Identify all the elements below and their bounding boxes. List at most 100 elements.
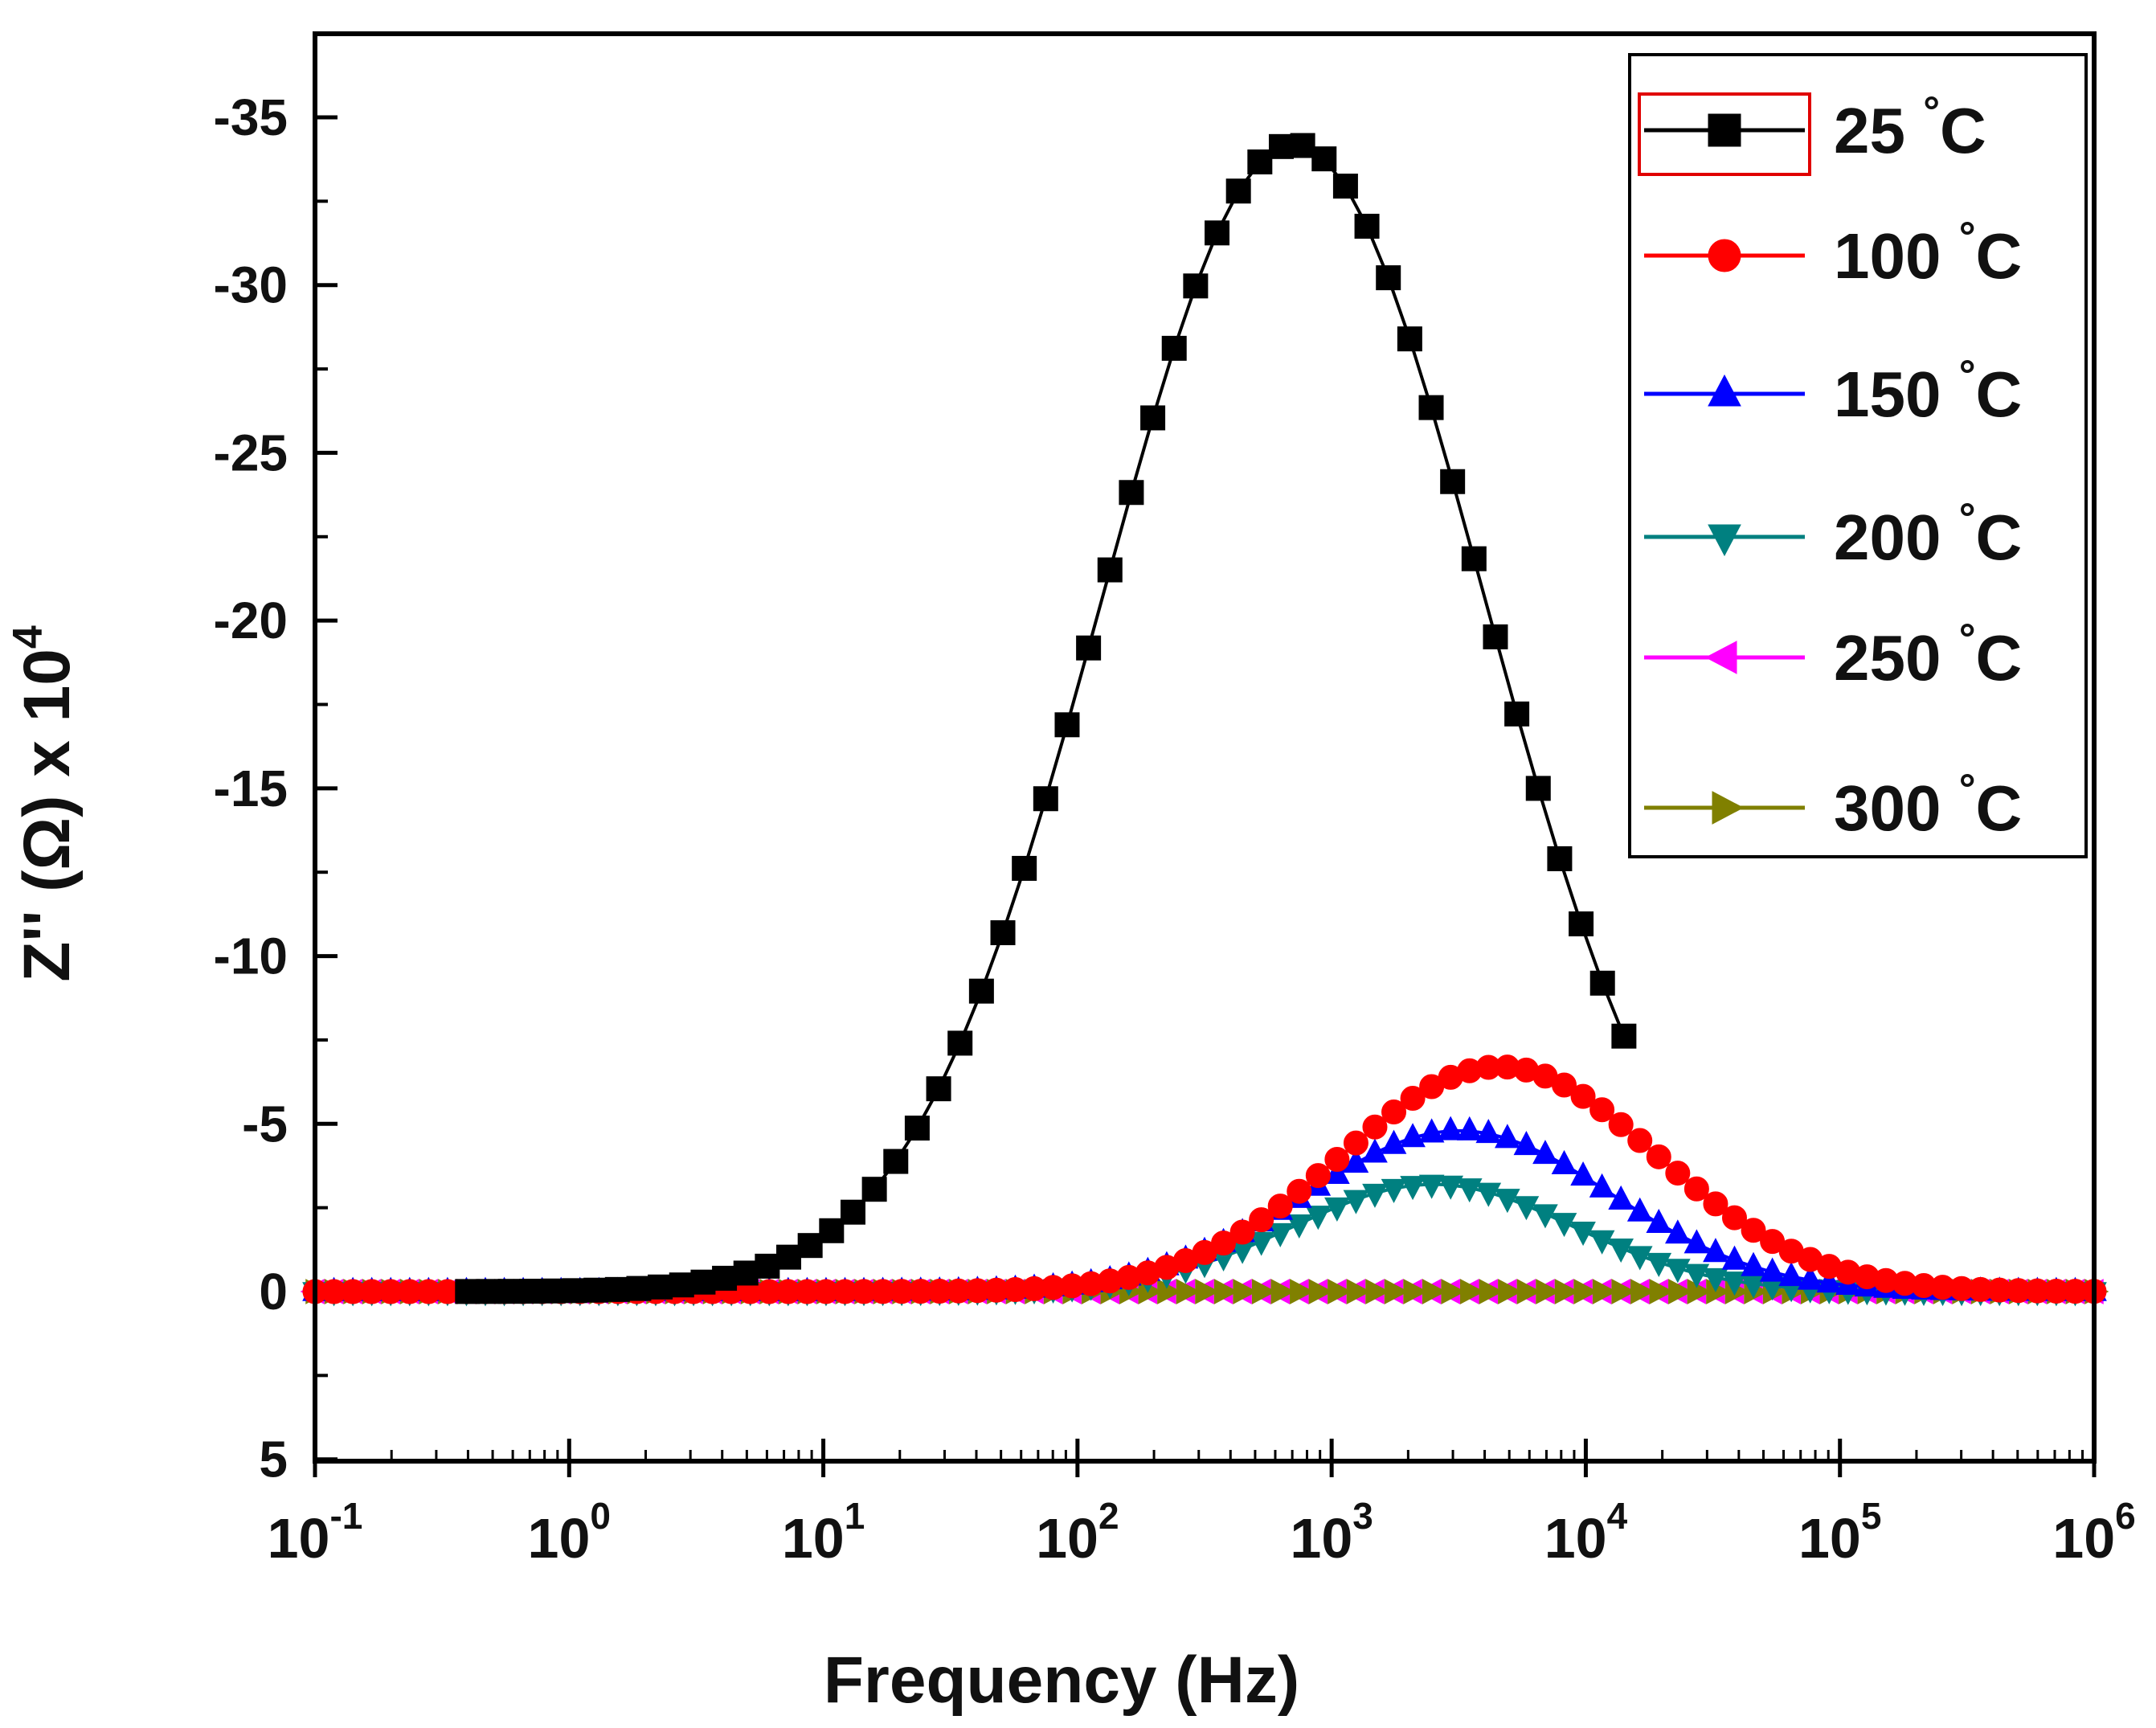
data-point [690,1269,716,1295]
legend-item-150: 150 °C [1644,352,2022,430]
data-point [1589,1097,1615,1123]
data-point [1569,911,1594,937]
data-point [1498,1279,1523,1304]
data-point [648,1274,673,1300]
data-point [1570,1083,1596,1109]
legend-item-25: 25 °C [1644,88,1986,166]
data-point [1703,1191,1728,1217]
data-point [1687,1279,1712,1304]
legend-marker [1708,374,1741,407]
data-point [1362,1138,1388,1163]
data-point [1668,1279,1693,1304]
data-point [1287,1178,1312,1204]
data-point [1308,1279,1333,1304]
data-point [1384,1279,1409,1304]
data-point [1532,1204,1558,1229]
data-point [1422,1279,1446,1304]
x-tick-label: 105 [1798,1495,1881,1570]
data-point [861,1177,887,1202]
legend-label: 100 °C [1834,214,2022,292]
x-tick-label: 104 [1544,1495,1628,1570]
legend: 25 °C 100 °C 150 °C 200 °C 250 °C 300 °C [1628,53,2088,858]
data-point [1251,1279,1276,1304]
data-point [1097,557,1123,583]
y-tick-label: -10 [214,927,288,985]
y-tick-label: -25 [214,424,288,481]
data-point [1479,1279,1503,1304]
data-point [1778,1262,1804,1287]
data-point [1403,1279,1428,1304]
y-tick-label: 5 [259,1431,288,1488]
data-point [1683,1263,1710,1288]
data-point [1513,1196,1540,1221]
data-point [1400,1176,1426,1201]
data-point [1461,546,1487,571]
data-point [1589,970,1615,996]
plot-frame [313,31,2097,1464]
data-point [604,1276,630,1302]
data-point [1332,174,1358,199]
data-point [1459,1279,1485,1304]
data-point [1741,1251,1766,1276]
data-point [1665,1161,1691,1186]
x-tick-label: 10-1 [268,1495,363,1570]
data-point [1721,1205,1747,1230]
data-point [1290,1279,1315,1304]
data-point [797,1233,823,1259]
x-tick-label: 102 [1036,1495,1119,1570]
data-point [1441,1279,1466,1304]
y-tick-label: -30 [214,256,288,314]
x-axis-title: Frequency (Hz) [824,1644,1299,1717]
data-point [1400,1086,1426,1112]
data-point [1286,1214,1312,1239]
data-point [669,1272,694,1298]
series-layer [300,133,2109,1307]
data-point [1418,1174,1445,1199]
data-point [1033,786,1058,812]
data-point [1504,701,1530,727]
data-point [1611,1279,1636,1304]
data-point [1247,149,1273,174]
data-point [1397,326,1422,352]
data-point [1161,335,1187,361]
data-point [1649,1279,1674,1304]
data-point [1440,469,1466,494]
data-point [1551,1213,1577,1238]
data-point [1140,405,1166,431]
data-point [1119,480,1144,506]
data-point [1076,635,1102,661]
y-axis-title: Z'' (Ω) x 104 [5,625,84,982]
x-tick-label: 106 [2052,1495,2135,1570]
data-point [1683,1176,1709,1202]
data-point [1438,1116,1464,1140]
data-point [1305,1206,1332,1230]
data-point [1211,1230,1237,1256]
legend-label: 150 °C [1834,352,2022,430]
x-tick-label: 100 [528,1495,611,1570]
legend-item-300: 300 °C [1644,766,2022,844]
data-point [1626,1197,1653,1222]
data-point [1362,1114,1388,1140]
data-point [1495,1124,1520,1149]
data-point [1570,1222,1596,1247]
data-point [1324,1146,1350,1172]
data-point [1646,1252,1672,1277]
data-point [1233,1279,1258,1304]
legend-highlight [1638,92,1811,176]
data-point [1438,1175,1464,1200]
data-point [1157,1279,1182,1304]
data-point [1626,1246,1653,1271]
data-point [1513,1131,1540,1156]
legend-marker [1704,641,1737,674]
data-point [1249,1207,1274,1233]
data-point [1797,1265,1823,1290]
data-point [519,1279,545,1304]
x-tick-label: 103 [1290,1495,1373,1570]
data-point [1213,1279,1238,1304]
data-point [1418,395,1444,420]
data-point [1536,1279,1561,1304]
data-point [1475,1182,1502,1207]
y-tick-label: -15 [214,760,288,817]
data-point [1703,1267,1728,1292]
